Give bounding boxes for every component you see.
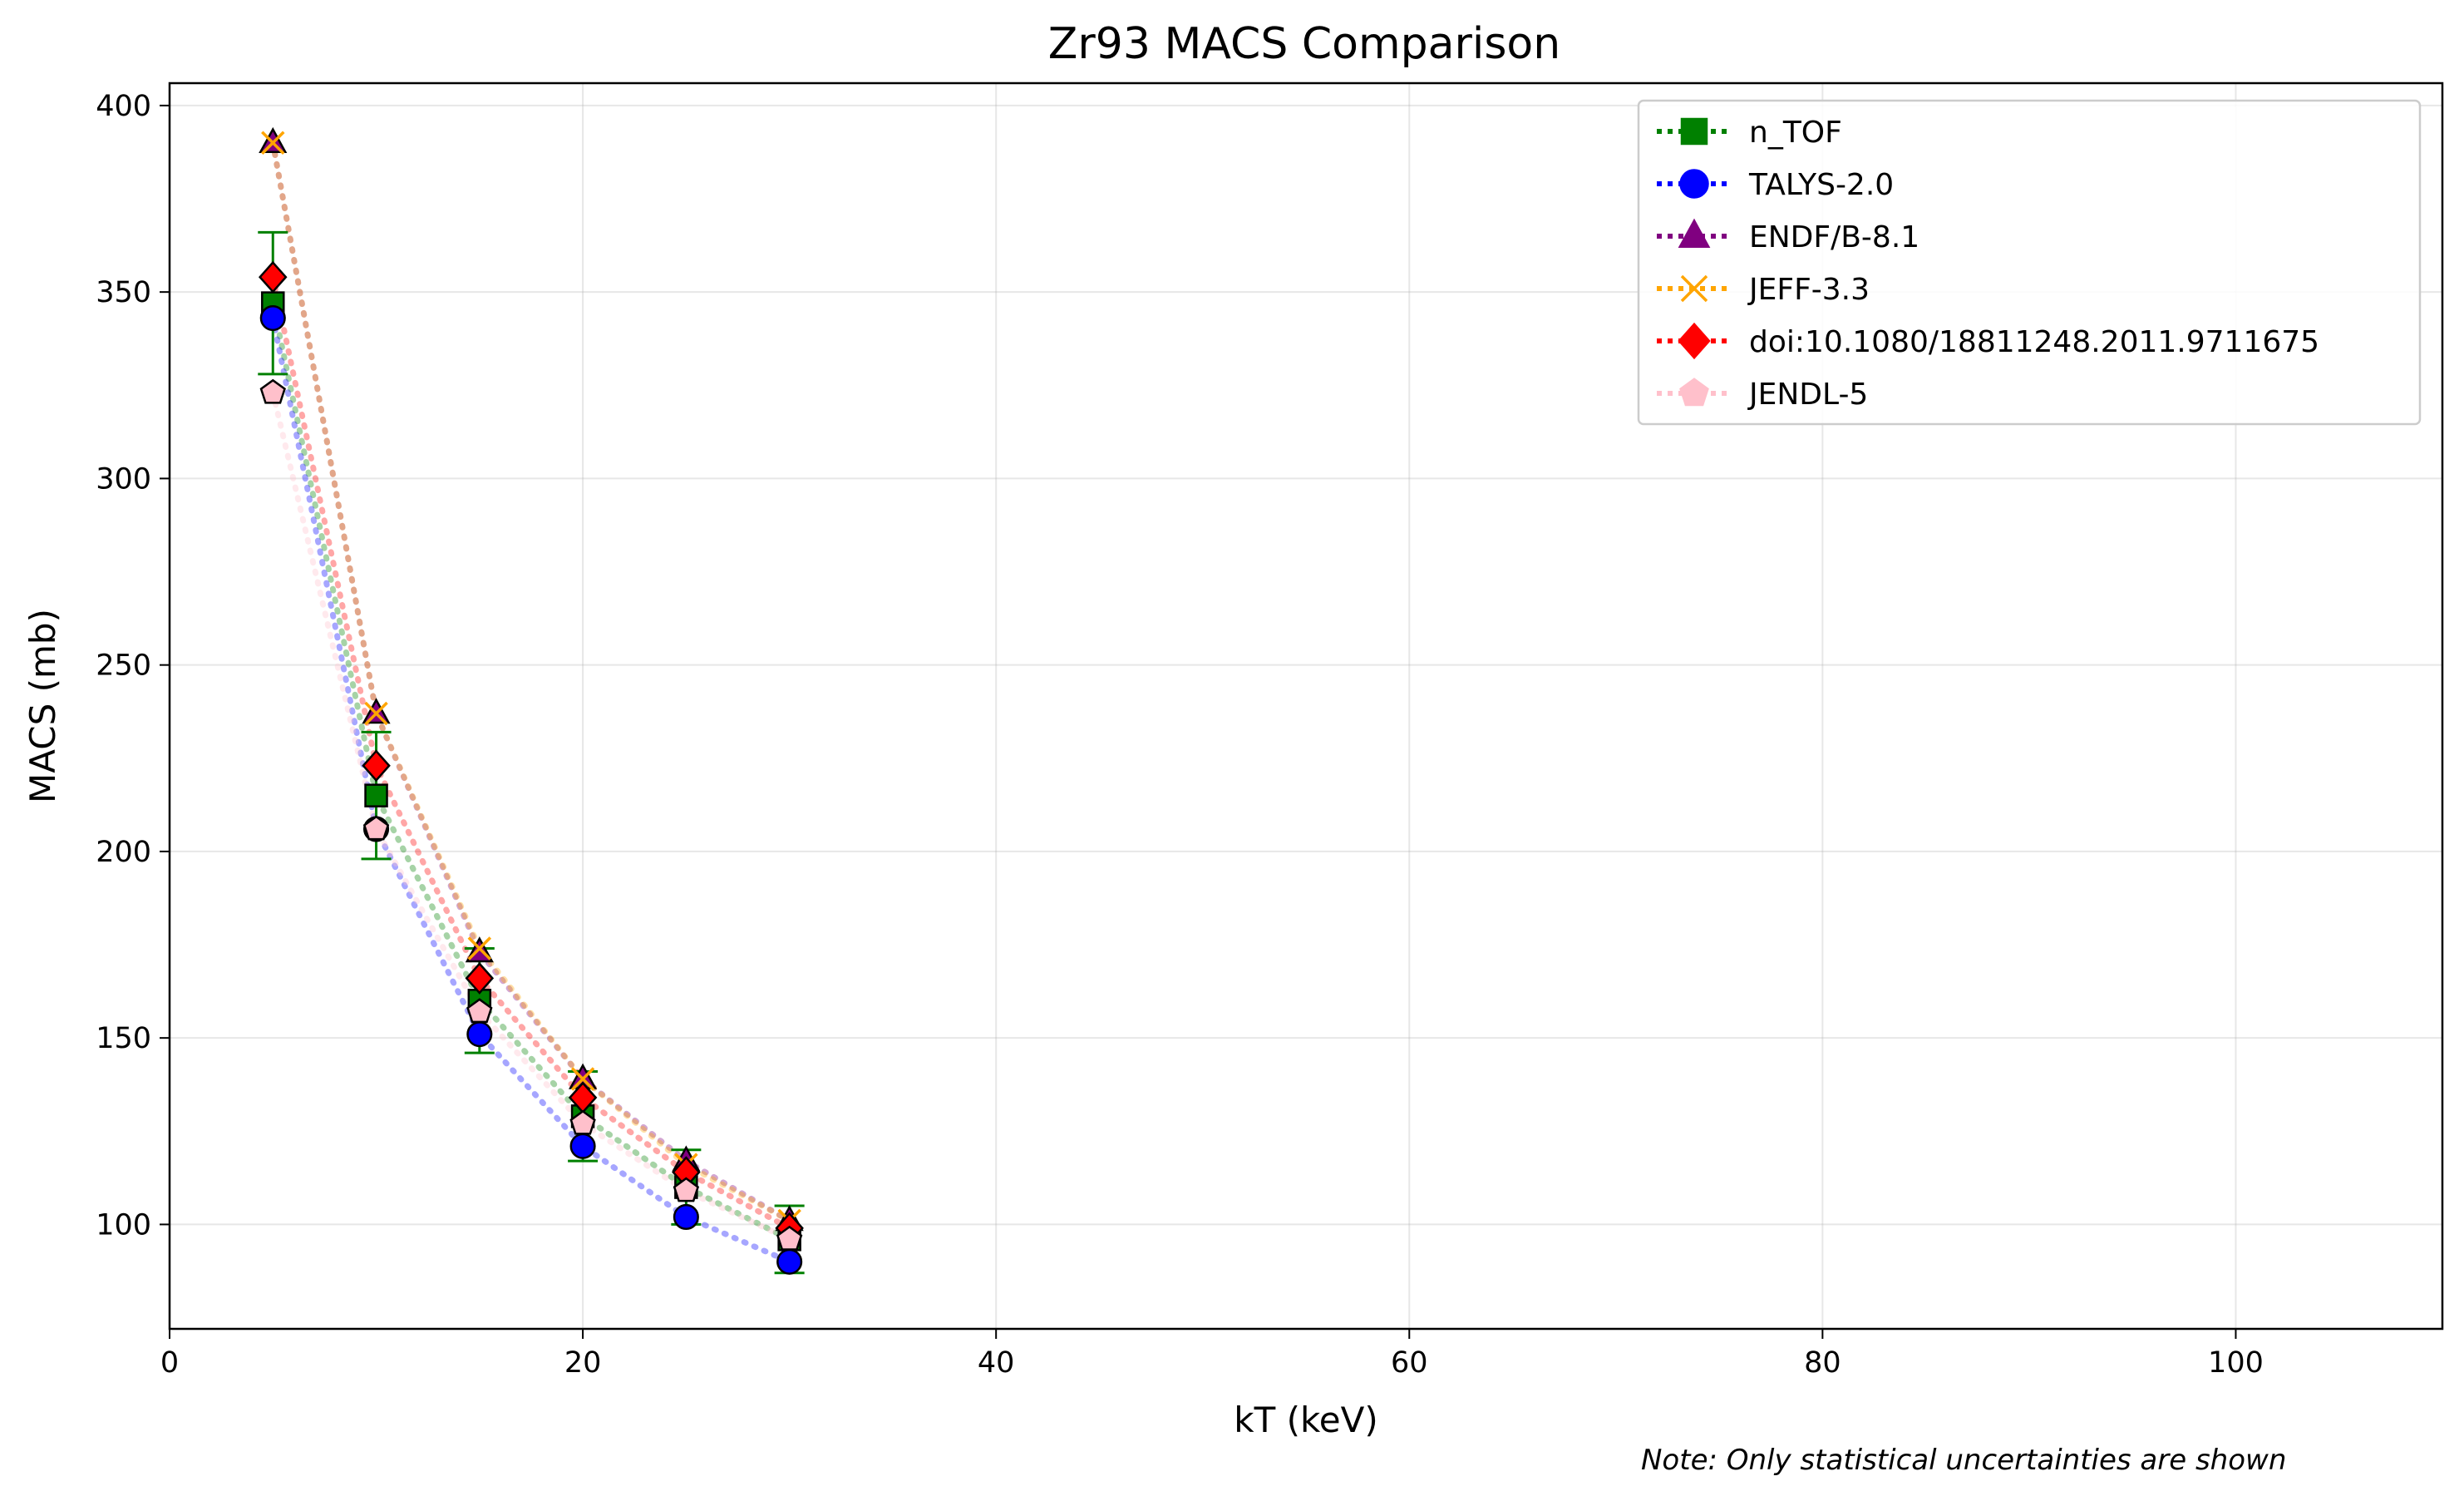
- x-tick-label: 40: [978, 1346, 1015, 1380]
- data-point-talys-2-0: [569, 1133, 596, 1159]
- y-tick-label: 250: [96, 649, 151, 683]
- series-lines: [269, 140, 793, 1265]
- y-tick-label: 400: [96, 90, 151, 123]
- chart-title: Zr93 MACS Comparison: [1048, 19, 1560, 69]
- error-bars: [258, 230, 805, 1275]
- legend-label: TALYS-2.0: [1748, 168, 1894, 202]
- data-point-jendl-5: [673, 1177, 700, 1202]
- legend: n_TOF TALYS-2.0 ENDF/B-8.1 JEFF-3.3 doi:10.1…: [1637, 99, 2422, 426]
- series-line-endf-b-8-1: [269, 140, 793, 1224]
- y-tick-label: 200: [96, 836, 151, 869]
- data-point-jeff-3-3: [570, 1067, 595, 1091]
- data-point-endf-b-8-1: [362, 698, 391, 724]
- footnote: Note: Only statistical uncertainties are…: [1641, 1444, 2286, 1477]
- legend-marker-doi-10-1080-18811248-2011-9711675: [1678, 322, 1711, 360]
- data-point-jeff-3-3: [364, 701, 388, 726]
- legend-label: n_TOF: [1749, 116, 1842, 150]
- data-point-talys-2-0: [673, 1203, 699, 1230]
- data-point-talys-2-0: [466, 1021, 493, 1048]
- legend-frame: [1637, 99, 2422, 426]
- x-tick-label: 0: [160, 1346, 179, 1380]
- data-point-talys-2-0: [259, 305, 286, 332]
- legend-label: JEFF-3.3: [1747, 273, 1870, 307]
- y-tick-label: 100: [96, 1208, 151, 1242]
- legend-marker-n-tof: [1680, 117, 1708, 146]
- x-tick-label: 80: [1804, 1346, 1841, 1380]
- x-tick-label: 100: [2208, 1346, 2264, 1380]
- series-line-doi-10-1080-18811248-2011-9711675: [269, 274, 793, 1232]
- x-axis-label: kT (keV): [1234, 1400, 1378, 1440]
- series-line-n-tof: [269, 300, 793, 1242]
- legend-marker-jendl-5: [1679, 378, 1709, 407]
- x-tick-label: 60: [1391, 1346, 1428, 1380]
- legend-label: doi:10.1080/18811248.2011.9711675: [1749, 325, 2319, 359]
- data-point-doi-10-1080-18811248-2011-9711675: [362, 749, 391, 783]
- y-tick-label: 350: [96, 276, 151, 309]
- y-tick-label: 150: [96, 1022, 151, 1055]
- data-point-doi-10-1080-18811248-2011-9711675: [259, 260, 288, 294]
- data-point-talys-2-0: [776, 1248, 803, 1275]
- series-line-jendl-5: [269, 389, 793, 1242]
- data-point-jeff-3-3: [261, 131, 285, 155]
- series-line-talys-2-0: [269, 315, 793, 1265]
- data-point-jendl-5: [259, 378, 286, 404]
- data-point-endf-b-8-1: [259, 126, 288, 154]
- legend-marker-talys-2-0: [1679, 169, 1709, 199]
- data-point-jendl-5: [466, 998, 493, 1024]
- y-axis-label: MACS (mb): [22, 609, 63, 803]
- plot-frame: [168, 81, 2444, 1331]
- data-point-doi-10-1080-18811248-2011-9711675: [465, 961, 495, 995]
- data-point-jendl-5: [569, 1109, 596, 1135]
- data-point-jendl-5: [776, 1225, 803, 1251]
- series-line-jeff-3-3: [269, 140, 793, 1224]
- legend-label: JENDL-5: [1747, 378, 1868, 412]
- x-tick-label: 20: [564, 1346, 602, 1380]
- series-markers: [259, 126, 804, 1275]
- legend-marker-endf-b-8-1: [1678, 218, 1711, 248]
- data-point-jeff-3-3: [467, 936, 492, 960]
- y-tick-label: 300: [96, 462, 151, 496]
- legend-marker-jeff-3-3: [1680, 274, 1708, 303]
- axis-ticks: 0 20 40 60 80 100 100 150 200 250 300 350 400: [96, 90, 2264, 1380]
- legend-label: ENDF/B-8.1: [1749, 220, 1919, 254]
- data-point-n-tof: [364, 783, 388, 807]
- data-point-jendl-5: [362, 815, 390, 841]
